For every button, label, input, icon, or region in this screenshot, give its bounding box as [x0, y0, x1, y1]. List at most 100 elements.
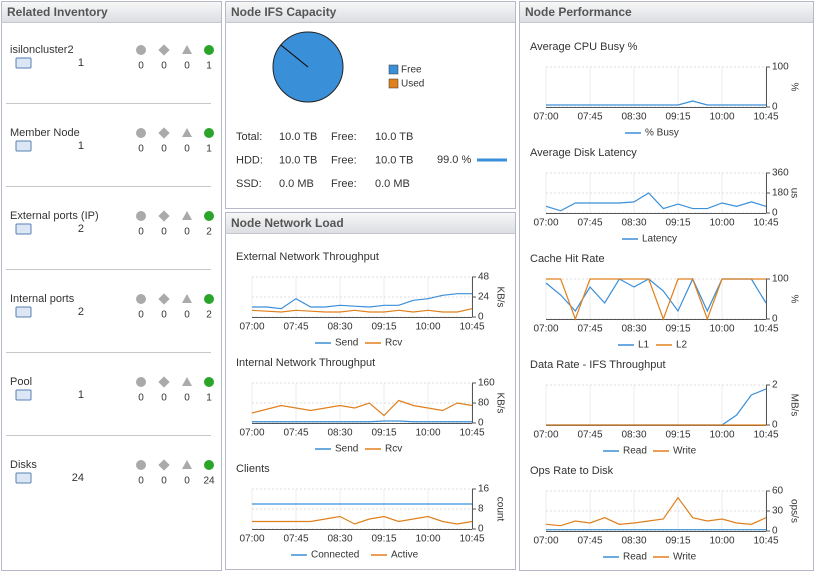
panel-title: Node Performance [525, 5, 632, 19]
x-tick-label: 07:00 [533, 218, 558, 229]
status-count: 1 [206, 393, 212, 404]
inventory-icon [15, 389, 32, 401]
panel-title: Node IFS Capacity [231, 5, 337, 19]
y-unit: KB/s [494, 286, 505, 307]
x-tick-label: 08:30 [621, 536, 646, 547]
x-tick-label: 07:00 [239, 428, 264, 439]
inventory-count: 1 [78, 140, 84, 152]
y-tick-label: 8 [478, 504, 484, 515]
x-tick-label: 10:00 [709, 218, 734, 229]
series-line [252, 293, 472, 310]
panel-header [520, 2, 813, 22]
legend-label: L1 [638, 340, 650, 351]
capacity-cell: Free: [331, 154, 357, 166]
x-tick-label: 10:45 [753, 430, 778, 441]
status-icon [158, 293, 170, 305]
panel-header [226, 213, 515, 233]
capacity-cell: 10.0 TB [279, 154, 317, 166]
inventory-count: 2 [78, 223, 84, 235]
status-icon [182, 128, 192, 137]
x-tick-label: 07:00 [239, 322, 264, 333]
panel-header [226, 2, 515, 22]
y-tick-label: 360 [772, 168, 789, 179]
x-tick-label: 10:00 [415, 428, 440, 439]
legend-label: L2 [676, 340, 688, 351]
x-tick-label: 10:45 [459, 428, 484, 439]
status-icon [158, 376, 170, 388]
status-icon [136, 128, 146, 138]
y-tick-label: 100 [772, 274, 789, 285]
status-icon [158, 210, 170, 222]
panel-header [2, 2, 221, 22]
y-tick-label: 2 [772, 380, 778, 391]
chart-title: Data Rate - IFS Throughput [530, 359, 666, 371]
inventory-icon [15, 57, 32, 69]
legend-label: % Busy [645, 128, 679, 139]
y-tick-label: 0 [772, 526, 778, 537]
legend-label: Active [391, 550, 419, 561]
x-tick-label: 07:00 [533, 536, 558, 547]
status-icon [204, 460, 214, 470]
status-count: 0 [138, 476, 144, 487]
status-icon [182, 45, 192, 54]
hdd-percent: 99.0 % [437, 154, 471, 166]
x-tick-label: 08:30 [327, 428, 352, 439]
status-count: 0 [138, 227, 144, 238]
legend-label: Used [401, 79, 424, 90]
legend-label: Rcv [385, 444, 402, 455]
status-icon [136, 211, 146, 221]
capacity-cell: Total: [236, 131, 262, 143]
status-icon [182, 460, 192, 469]
inventory-count: 1 [78, 57, 84, 69]
x-tick-label: 07:45 [283, 428, 308, 439]
x-tick-label: 07:45 [283, 534, 308, 545]
capacity-cell: 10.0 TB [279, 131, 317, 143]
x-tick-label: 10:45 [753, 324, 778, 335]
panel [519, 1, 814, 571]
status-icon [204, 211, 214, 221]
status-count: 0 [184, 393, 190, 404]
y-tick-label: 0 [478, 418, 484, 429]
x-tick-label: 07:00 [239, 534, 264, 545]
status-icon [182, 211, 192, 220]
series-line [545, 192, 767, 212]
x-tick-label: 10:45 [459, 322, 484, 333]
x-tick-label: 07:00 [533, 324, 558, 335]
x-tick-label: 07:45 [577, 218, 602, 229]
status-icon [136, 377, 146, 387]
status-count: 0 [184, 61, 190, 72]
x-tick-label: 09:15 [371, 322, 396, 333]
panel-title: Node Network Load [231, 216, 344, 230]
inventory-name: Pool [10, 376, 32, 388]
legend-label: Latency [642, 234, 677, 245]
legend-swatch [388, 78, 399, 89]
capacity-cell: SSD: [236, 178, 262, 190]
chart-title: Clients [236, 463, 270, 475]
status-icon [204, 45, 214, 55]
inventory-count: 1 [78, 389, 84, 401]
x-tick-label: 09:15 [665, 218, 690, 229]
x-tick-label: 09:15 [371, 534, 396, 545]
status-count: 0 [161, 476, 167, 487]
status-count: 0 [161, 144, 167, 155]
status-count: 0 [184, 144, 190, 155]
y-tick-label: 0 [772, 314, 778, 325]
panel [225, 212, 516, 570]
legend-label: Send [335, 444, 358, 455]
x-tick-label: 09:15 [371, 428, 396, 439]
status-icon [182, 377, 192, 386]
status-icon [204, 294, 214, 304]
chart-title: Cache Hit Rate [530, 253, 605, 265]
panel [225, 1, 516, 209]
status-count: 0 [138, 144, 144, 155]
status-icon [158, 459, 170, 471]
status-count: 0 [138, 61, 144, 72]
chart-title: Average CPU Busy % [530, 41, 638, 53]
y-unit: ops/s [788, 499, 799, 523]
series-line [251, 399, 473, 417]
y-tick-label: 48 [478, 272, 490, 283]
x-tick-label: 07:45 [577, 536, 602, 547]
status-count: 2 [206, 310, 212, 321]
y-unit: KB/s [494, 392, 505, 413]
x-tick-label: 10:45 [753, 218, 778, 229]
